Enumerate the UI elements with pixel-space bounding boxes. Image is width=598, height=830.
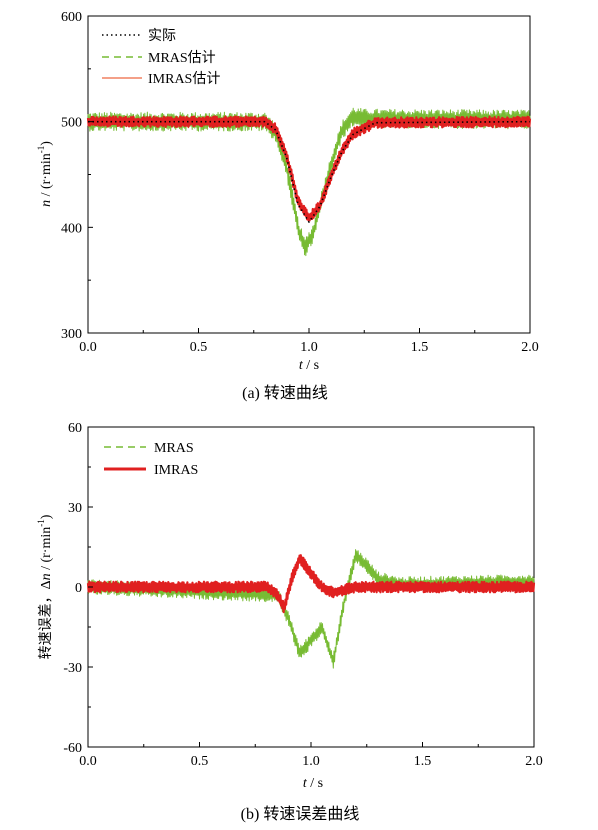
chart-b-ticks: 0.0 0.5 1.0 1.5 2.0 -60 -30 0 30 60	[63, 421, 542, 769]
chart-a-series-实际-line	[88, 120, 531, 223]
legend-label-mras-b: MRAS	[154, 441, 194, 456]
chart-a-ytick-label: 300	[61, 327, 82, 342]
chart-b-series-layer	[86, 549, 536, 669]
chart-b-ytick-label: 0	[75, 581, 82, 596]
chart-a-xtick-label: 0.0	[79, 340, 97, 355]
chart-a-ytick-label: 400	[61, 221, 82, 236]
chart-a-ticks: 0.0 0.5 1.0 1.5 2.0 300 400 500 600	[61, 10, 539, 355]
chart-b-series-MRAS-line	[87, 549, 535, 669]
chart-b-ytick-label: 30	[68, 501, 82, 516]
chart-b-xtick-label: 2.0	[525, 754, 543, 769]
chart-a-xtick-label: 0.5	[190, 340, 208, 355]
chart-a-xtick-label: 2.0	[521, 340, 539, 355]
chart-a-xlabel: t / s	[299, 358, 319, 373]
chart-b-xtick-label: 1.0	[302, 754, 320, 769]
chart-b-series-IMRAS-line	[86, 554, 536, 614]
chart-a-series-layer	[86, 107, 532, 257]
legend-label-mras: MRAS估计	[148, 50, 216, 66]
chart-b-ytick-label: -60	[63, 741, 82, 756]
chart-a-xtick-label: 1.5	[411, 340, 429, 355]
chart-a-series-MRAS估计-line	[87, 107, 531, 257]
chart-b-ytick-label: -30	[63, 661, 82, 676]
chart-b-xtick-label: 0.5	[191, 754, 209, 769]
legend-label-imras-b: IMRAS	[154, 463, 198, 478]
chart-a-caption: (a) 转速曲线	[242, 384, 328, 402]
chart-b-ytick-label: 60	[68, 421, 82, 436]
chart-a-ylabel: n / (r·min-1)	[36, 141, 54, 207]
chart-a-series-IMRAS估计-line	[86, 115, 532, 222]
chart-a-legend: 实际 MRAS估计 IMRAS估计	[102, 28, 220, 87]
chart-b-xtick-label: 0.0	[79, 754, 97, 769]
legend-label-imras: IMRAS估计	[148, 71, 220, 87]
chart-b-xtick-label: 1.5	[414, 754, 432, 769]
chart-a: 0.0 0.5 1.0 1.5 2.0 300 400 500 600 实际 MRAS估计 IM…	[36, 10, 539, 402]
chart-b-ylabel: 转速误差，Δn / (r·min-1)	[36, 514, 54, 659]
chart-a-ytick-label: 600	[61, 10, 82, 25]
legend-label-actual: 实际	[148, 28, 176, 44]
chart-b-caption: (b) 转速误差曲线	[241, 805, 360, 823]
chart-b-xlabel: t / s	[303, 776, 323, 791]
chart-b: 0.0 0.5 1.0 1.5 2.0 -60 -30 0 30 60 MRAS IMRAS t …	[36, 421, 543, 823]
chart-b-legend: MRAS IMRAS	[104, 441, 198, 478]
chart-a-ytick-label: 500	[61, 116, 82, 131]
chart-a-xtick-label: 1.0	[300, 340, 318, 355]
